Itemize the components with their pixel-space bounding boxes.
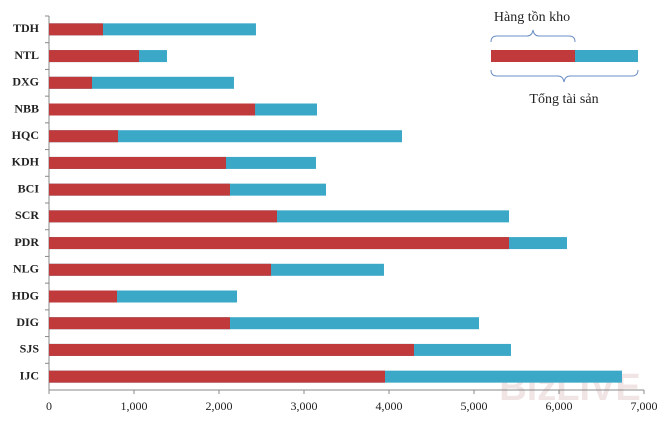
y-tick-label: KDH [12, 155, 40, 169]
legend-label: Hàng tồn kho [494, 10, 570, 25]
x-tick-label: 5,000 [461, 399, 488, 413]
x-tick-label: 7,000 [631, 399, 658, 413]
bar [49, 23, 103, 36]
bar [49, 156, 226, 169]
x-tick-label: 0 [46, 399, 52, 413]
bar [49, 237, 510, 250]
x-tick-label: 4,000 [376, 399, 403, 413]
y-tick-label: IJC [20, 368, 39, 382]
legend-swatch [491, 50, 575, 62]
bar [49, 183, 230, 196]
bar [49, 290, 117, 303]
y-tick-label: HQC [12, 128, 39, 142]
y-tick-label: PDR [14, 235, 39, 249]
bar [49, 210, 277, 223]
legend: Hàng tồn kho Tổng tài sản [490, 10, 639, 107]
y-tick-label: TDH [13, 21, 40, 35]
x-tick-label: 3,000 [291, 399, 318, 413]
x-tick-label: 6,000 [546, 399, 573, 413]
legend-brace [490, 69, 639, 83]
y-tick-label: SCR [15, 208, 39, 222]
bar [49, 343, 414, 356]
y-tick-label: DXG [12, 75, 39, 89]
x-tick-label: 1,000 [121, 399, 148, 413]
y-tick-label: SJS [20, 342, 40, 356]
y-tick-label: NLG [13, 262, 39, 276]
bar [49, 103, 256, 116]
bar [49, 50, 140, 63]
y-tick-label: DIG [16, 315, 39, 329]
y-tick-label: HDG [12, 288, 39, 302]
bar [49, 76, 234, 89]
bar [49, 263, 272, 276]
legend-brace [490, 29, 576, 43]
x-tick-label: 2,000 [206, 399, 233, 413]
bar [49, 317, 230, 330]
y-tick-label: NTL [14, 48, 39, 62]
y-tick-label: NBB [14, 101, 39, 115]
y-tick-label: BCI [18, 181, 40, 195]
bar [49, 130, 119, 143]
bar [49, 76, 93, 89]
legend-label: Tổng tài sản [529, 92, 598, 107]
bar [49, 370, 386, 383]
bar [49, 130, 403, 143]
